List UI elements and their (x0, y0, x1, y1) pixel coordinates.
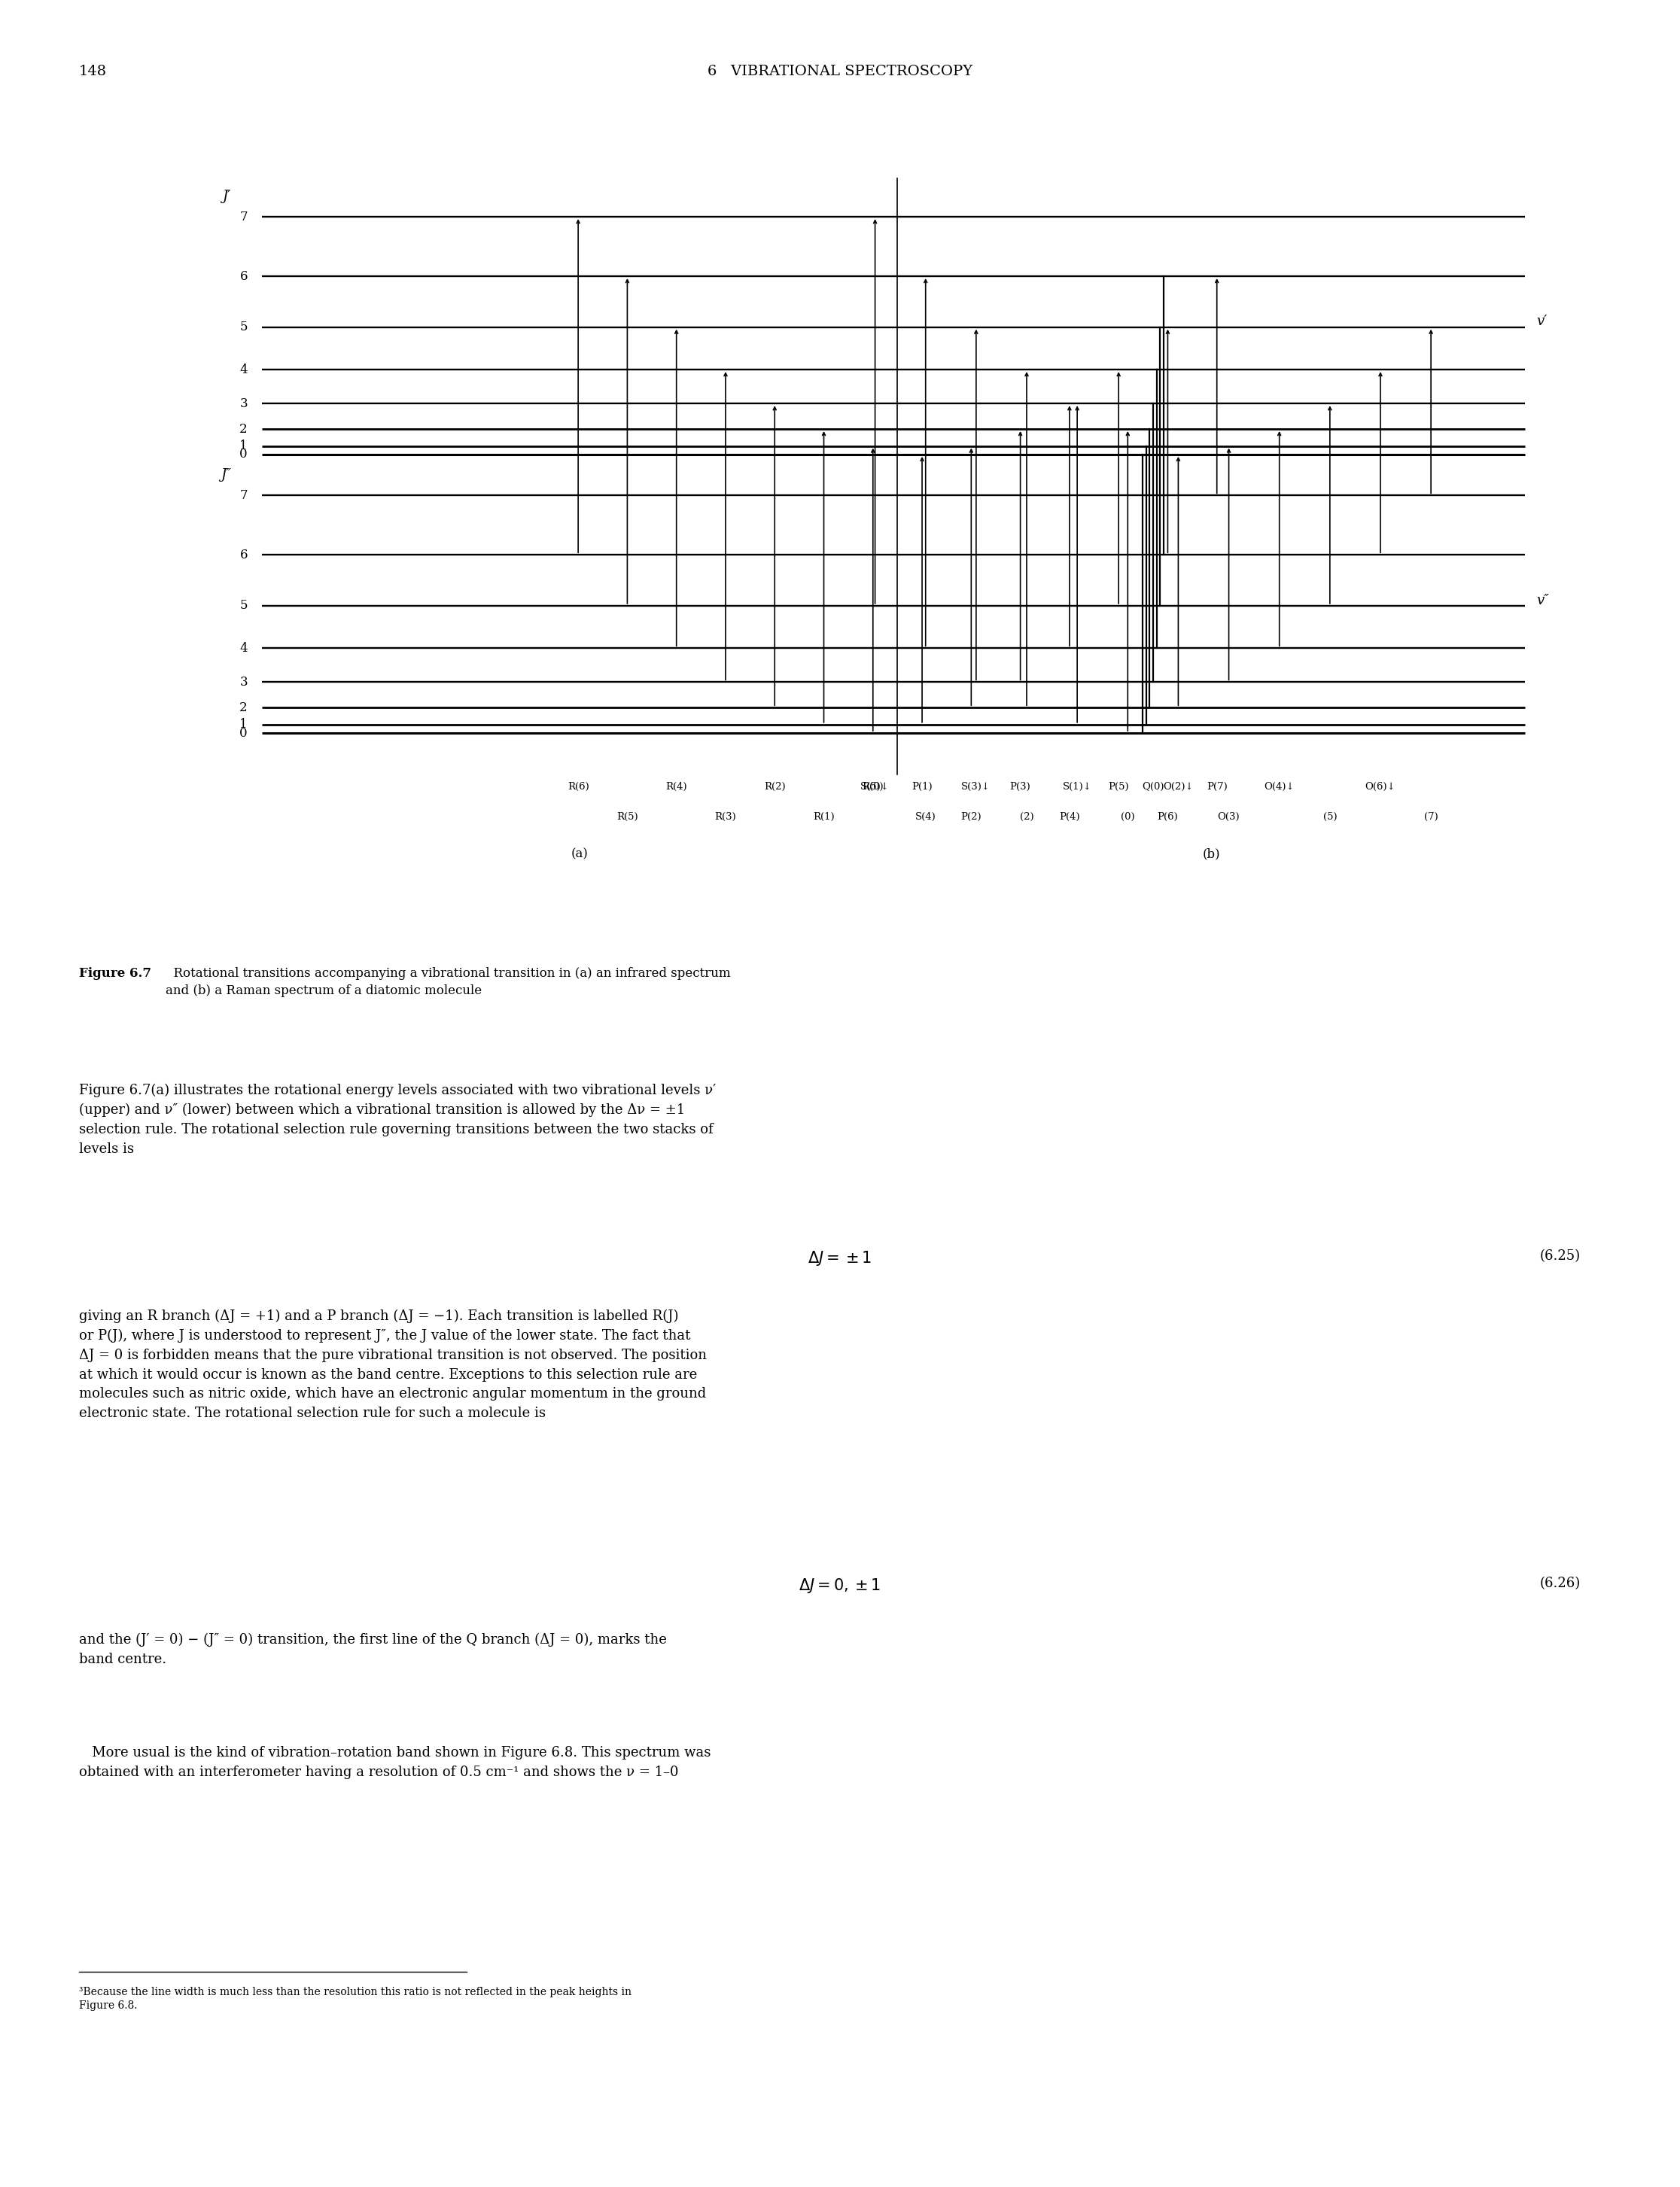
Text: (6.25): (6.25) (1541, 1249, 1581, 1262)
Text: S(3)↓: S(3)↓ (961, 783, 991, 792)
Text: P(3): P(3) (1010, 783, 1032, 792)
Text: P(6): P(6) (1158, 811, 1178, 822)
Text: 4: 4 (240, 363, 247, 376)
Text: (5): (5) (1322, 811, 1337, 822)
Text: (b): (b) (1203, 849, 1220, 862)
Text: (7): (7) (1425, 811, 1438, 822)
Text: v″: v″ (1536, 593, 1549, 608)
Text: 0: 0 (240, 726, 247, 739)
Text: R(4): R(4) (665, 783, 687, 792)
Text: More usual is the kind of vibration–rotation band shown in Figure 6.8. This spec: More usual is the kind of vibration–rota… (79, 1745, 711, 1778)
Text: $\Delta J = \pm 1$: $\Delta J = \pm 1$ (808, 1249, 872, 1266)
Text: (6.26): (6.26) (1541, 1577, 1581, 1590)
Text: P(1): P(1) (912, 783, 932, 792)
Text: R(0): R(0) (862, 783, 884, 792)
Text: giving an R branch (ΔJ = +1) and a P branch (ΔJ = −1). Each transition is labell: giving an R branch (ΔJ = +1) and a P bra… (79, 1310, 707, 1419)
Text: 1: 1 (240, 440, 247, 453)
Text: (a): (a) (571, 849, 588, 862)
Text: 5: 5 (240, 321, 247, 335)
Text: R(3): R(3) (714, 811, 736, 822)
Text: v′: v′ (1536, 315, 1547, 328)
Text: 0: 0 (240, 448, 247, 461)
Text: P(5): P(5) (1109, 783, 1129, 792)
Text: 3: 3 (240, 676, 247, 689)
Text: O(3): O(3) (1218, 811, 1240, 822)
Text: P(4): P(4) (1058, 811, 1080, 822)
Text: R(6): R(6) (568, 783, 590, 792)
Text: 6: 6 (240, 549, 247, 562)
Text: O(6)↓: O(6)↓ (1366, 783, 1396, 792)
Text: O(4)↓: O(4)↓ (1263, 783, 1295, 792)
Text: O(2)↓: O(2)↓ (1163, 783, 1193, 792)
Text: 5: 5 (240, 599, 247, 612)
Text: Figure 6.7: Figure 6.7 (79, 967, 151, 980)
Text: ³Because the line width is much less than the resolution this ratio is not refle: ³Because the line width is much less tha… (79, 1986, 632, 2012)
Text: (0): (0) (1121, 811, 1134, 822)
Text: 2: 2 (240, 702, 247, 713)
Text: 7: 7 (240, 210, 247, 223)
Text: R(5): R(5) (617, 811, 638, 822)
Text: 148: 148 (79, 66, 108, 79)
Text: $\Delta J = 0, \pm 1$: $\Delta J = 0, \pm 1$ (800, 1577, 880, 1594)
Text: and the (J′ = 0) − (J″ = 0) transition, the first line of the Q branch (ΔJ = 0),: and the (J′ = 0) − (J″ = 0) transition, … (79, 1634, 667, 1666)
Text: S(4): S(4) (916, 811, 936, 822)
Text: P(7): P(7) (1206, 783, 1228, 792)
Text: S(1)↓: S(1)↓ (1062, 783, 1092, 792)
Text: 3: 3 (240, 398, 247, 409)
Text: Figure 6.7(a) illustrates the rotational energy levels associated with two vibra: Figure 6.7(a) illustrates the rotational… (79, 1085, 716, 1155)
Text: 6: 6 (240, 269, 247, 282)
Text: 1: 1 (240, 717, 247, 730)
Text: R(2): R(2) (764, 783, 786, 792)
Text: P(2): P(2) (961, 811, 981, 822)
Text: J′: J′ (222, 190, 230, 203)
Text: J″: J″ (220, 468, 230, 481)
Text: 2: 2 (240, 422, 247, 435)
Text: S(5)↓: S(5)↓ (860, 783, 890, 792)
Text: 7: 7 (240, 490, 247, 501)
Text: R(1): R(1) (813, 811, 835, 822)
Text: Rotational transitions accompanying a vibrational transition in (a) an infrared : Rotational transitions accompanying a vi… (166, 967, 731, 997)
Text: 6   VIBRATIONAL SPECTROSCOPY: 6 VIBRATIONAL SPECTROSCOPY (707, 66, 973, 79)
Text: 4: 4 (240, 641, 247, 654)
Text: Q(0): Q(0) (1142, 783, 1164, 792)
Text: (2): (2) (1020, 811, 1033, 822)
